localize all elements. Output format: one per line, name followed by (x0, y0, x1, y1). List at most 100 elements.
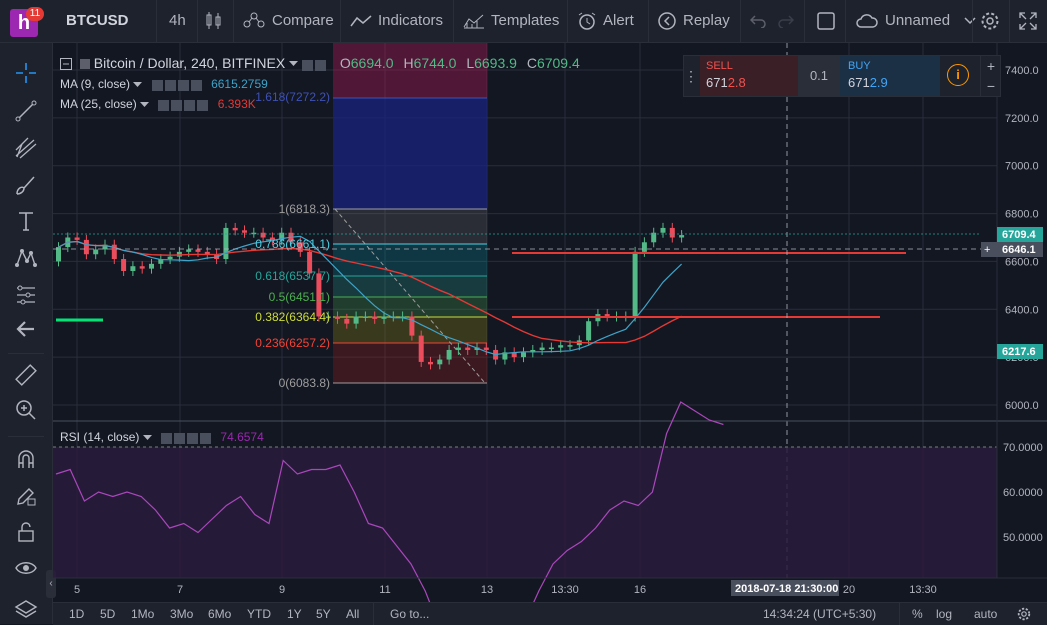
increase-button[interactable]: + (980, 56, 1001, 76)
chevron-down-icon[interactable] (133, 81, 143, 88)
layers-icon[interactable] (14, 597, 38, 621)
prediction-tool-icon[interactable] (14, 283, 38, 307)
unlock-icon[interactable] (14, 520, 38, 544)
range-1mo[interactable]: 1Mo (131, 607, 155, 621)
settings-button[interactable] (980, 0, 1000, 42)
time-axis[interactable]: 5 7 9 11 13 13:30 16 20 13:30 (74, 584, 937, 596)
divider (233, 0, 234, 42)
ma9-label: MA (9, close) (60, 77, 131, 91)
range-1y[interactable]: 1Y (287, 607, 302, 621)
range-6mo[interactable]: 6Mo (208, 607, 232, 621)
range-3mo[interactable]: 3Mo (170, 607, 194, 621)
chevron-down-icon[interactable] (140, 101, 150, 108)
divider (373, 603, 374, 625)
candle-body (149, 263, 154, 269)
compare-button[interactable]: Compare (242, 0, 334, 42)
fib-zone-1618 (333, 98, 487, 209)
divider (567, 0, 568, 42)
collapse-icon[interactable] (60, 58, 72, 71)
range-all[interactable]: All (346, 607, 360, 621)
buy-price-main: 671 (848, 75, 870, 90)
alert-button[interactable]: Alert (577, 0, 634, 42)
log-toggle[interactable]: log (936, 607, 953, 621)
ma25-legend[interactable]: MA (25, close) 6.393K (60, 97, 256, 112)
rsi-axis[interactable]: 70.0000 60.0000 50.0000 (1003, 442, 1043, 544)
price-axis-label: 7400.0 (1005, 65, 1039, 77)
buy-price-pips: 2.9 (869, 75, 888, 90)
templates-button[interactable]: Templates (463, 0, 559, 42)
symbol-search[interactable]: BTCUSD (66, 12, 129, 29)
chevron-down-icon[interactable] (289, 61, 299, 67)
clock[interactable]: 14:34:24 (UTC+5:30) (763, 607, 877, 621)
drawing-toolbar (0, 43, 53, 624)
candle-body (130, 266, 136, 271)
fib-label-0: 0(6083.8) (279, 376, 330, 390)
layout-menu[interactable]: Unnamed (855, 0, 976, 42)
range-5y[interactable]: 5Y (316, 607, 331, 621)
top-toolbar: h 11 BTCUSD 4h Compare Indicators Templa… (0, 0, 1047, 43)
expand-button[interactable] (1019, 0, 1037, 42)
sell-button[interactable]: SELL 6712.8 (700, 56, 798, 96)
redo-button[interactable] (778, 0, 795, 42)
lock-pencil-icon[interactable] (14, 484, 38, 508)
range-5d[interactable]: 5D (100, 607, 116, 621)
indicators-button[interactable]: Indicators (350, 0, 443, 42)
range-ytd[interactable]: YTD (247, 607, 271, 621)
time-axis-label: 11 (379, 584, 390, 596)
chart-type-button[interactable] (205, 0, 223, 42)
percent-toggle[interactable]: % (912, 607, 923, 621)
rsi-legend[interactable]: RSI (14, close) 74.6574 (60, 430, 264, 445)
fibonacci-retracement[interactable] (333, 43, 487, 384)
zoom-in-icon[interactable] (14, 398, 38, 422)
drag-handle-icon[interactable]: ⋮⋮ (684, 68, 712, 84)
chevron-down-icon[interactable] (142, 434, 152, 441)
replay-button[interactable]: Replay (657, 0, 730, 42)
undo-button[interactable] (749, 0, 766, 42)
ma9-legend[interactable]: MA (9, close) 6615.2759 (60, 77, 268, 92)
range-1d[interactable]: 1D (69, 607, 85, 621)
candle-body (558, 345, 564, 348)
price-chart[interactable]: 1.618(7272.2) 1(6818.3) 0.786(6661.1) 0.… (53, 43, 1047, 602)
ruler-icon[interactable] (14, 363, 38, 387)
candle-body (242, 230, 247, 233)
goto-button[interactable]: Go to... (390, 607, 430, 621)
buy-button[interactable]: BUY 6712.9 (840, 56, 940, 96)
divider (740, 0, 741, 42)
magnet-icon[interactable] (14, 448, 38, 472)
time-axis-label: 16 (634, 584, 646, 596)
divider (8, 353, 44, 354)
quantity-field[interactable]: 0.1 (798, 56, 840, 96)
info-icon[interactable]: i (947, 64, 969, 86)
series-color-swatch (79, 59, 90, 70)
rsi-label: RSI (14, close) (60, 430, 140, 444)
candle-body (251, 232, 257, 235)
open-label: O (339, 55, 351, 71)
compare-label: Compare (272, 12, 334, 29)
brush-icon[interactable] (14, 173, 38, 197)
price-axis-label: 7000.0 (1005, 161, 1039, 173)
text-tool-icon[interactable] (14, 209, 38, 233)
trend-line-icon[interactable] (14, 99, 38, 123)
fullscreen-toggle[interactable] (817, 0, 835, 42)
crosshair-icon[interactable] (14, 61, 38, 85)
candle-body (362, 316, 368, 318)
divider (845, 0, 846, 42)
auto-toggle[interactable]: auto (974, 607, 998, 621)
main-legend[interactable]: Bitcoin / Dollar, 240, BITFINEX O6694.0 … (60, 55, 580, 72)
decrease-button[interactable]: − (980, 76, 1001, 96)
eye-icon[interactable] (14, 556, 38, 580)
candle-body (567, 345, 573, 347)
ma25-label: MA (25, close) (60, 97, 137, 111)
interval-button[interactable]: 4h (169, 12, 186, 29)
settings-button[interactable] (1017, 607, 1031, 624)
candle-body (483, 347, 489, 350)
candle-body (372, 316, 378, 319)
pitchfork-icon[interactable] (14, 136, 38, 160)
plus-icon[interactable]: + (984, 244, 990, 256)
pattern-icon[interactable] (14, 246, 38, 270)
arrow-left-icon[interactable] (14, 317, 38, 341)
candle-body (279, 232, 285, 240)
collapse-toolbar-button[interactable]: ‹ (46, 570, 56, 598)
price-axis[interactable]: 7400.07200.07000.06800.06600.06400.06200… (1005, 65, 1039, 412)
notification-badge[interactable]: 11 (26, 7, 44, 21)
